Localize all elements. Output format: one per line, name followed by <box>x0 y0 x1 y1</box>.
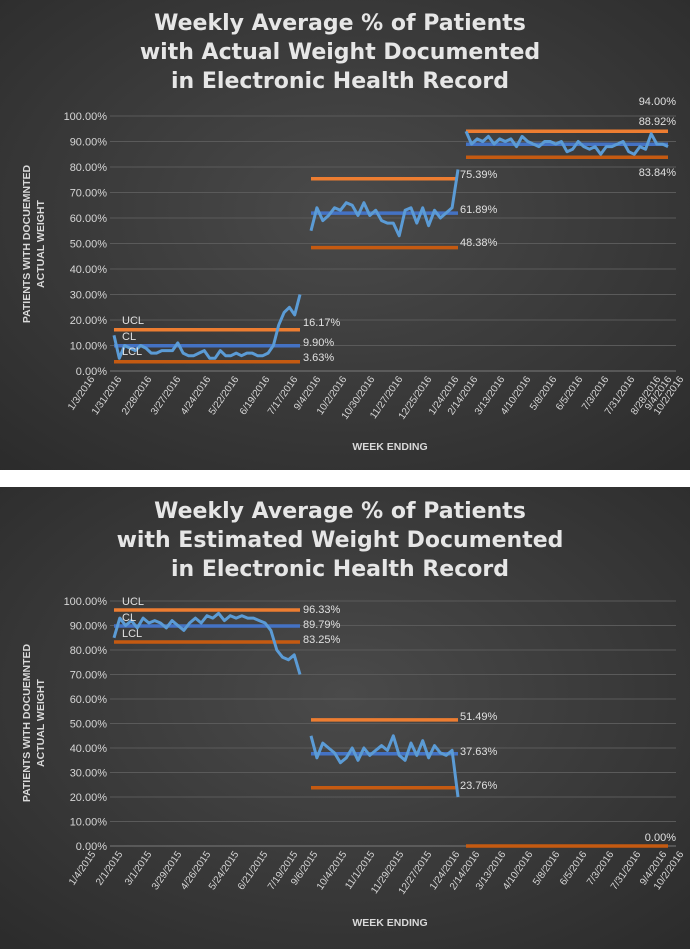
y-tick-label: 100.00% <box>64 596 108 608</box>
ucl-value-label: 96.33% <box>303 604 341 616</box>
chart-title-line: in Electronic Health Record <box>171 69 509 94</box>
lcl-value-label: 3.63% <box>303 352 334 364</box>
y-tick-label: 40.00% <box>70 264 108 276</box>
y-tick-label: 10.00% <box>70 817 108 829</box>
y-tick-label: 20.00% <box>70 315 108 327</box>
actual-weight-chart-panel: Weekly Average % of Patients with Actual … <box>0 0 690 470</box>
y-axis-label: PATIENTS WITH DOCUEMNTED <box>21 643 33 802</box>
chart-title-line: Weekly Average % of Patients <box>154 499 526 524</box>
chart-background <box>0 487 690 949</box>
limit-label: UCL <box>122 315 144 327</box>
cl-value-label: 9.90% <box>303 337 334 349</box>
chart-title-line: Weekly Average % of Patients <box>154 11 526 36</box>
y-tick-label: 0.00% <box>76 366 107 378</box>
y-tick-label: 40.00% <box>70 743 108 755</box>
limit-label: UCL <box>122 596 144 608</box>
cl-value-label: 88.92% <box>639 116 677 128</box>
data-series-line <box>464 130 669 156</box>
lcl-value-label: 83.84% <box>639 167 677 179</box>
y-tick-label: 20.00% <box>70 792 108 804</box>
y-tick-label: 30.00% <box>70 290 108 302</box>
y-tick-label: 30.00% <box>70 768 108 780</box>
chart-title-line: with Actual Weight Documented <box>140 40 540 65</box>
data-series-line <box>309 169 460 238</box>
y-tick-label: 60.00% <box>70 694 108 706</box>
y-tick-label: 10.00% <box>70 341 108 353</box>
lcl-value-label: 0.00% <box>645 832 676 844</box>
y-axis-label: ACTUAL WEIGHT <box>35 678 47 766</box>
y-tick-label: 90.00% <box>70 621 108 633</box>
limit-label: LCL <box>122 628 142 640</box>
cl-value-label: 37.63% <box>460 746 498 758</box>
y-axis-label: ACTUAL WEIGHT <box>35 199 47 287</box>
ucl-value-label: 94.00% <box>639 96 677 108</box>
ucl-value-label: 51.49% <box>460 711 498 723</box>
y-axis-label: PATIENTS WITH DOCUEMNTED <box>21 164 33 323</box>
lcl-value-label: 48.38% <box>460 237 498 249</box>
chart-title-line: in Electronic Health Record <box>171 557 509 582</box>
limit-label: CL <box>122 612 136 624</box>
y-tick-label: 80.00% <box>70 162 108 174</box>
estimated-weight-chart: Weekly Average % of Patients with Estimat… <box>0 487 690 949</box>
y-tick-label: 60.00% <box>70 213 108 225</box>
x-axis-label: WEEK ENDING <box>352 441 427 453</box>
x-axis-label: WEEK ENDING <box>352 917 427 929</box>
y-tick-label: 100.00% <box>64 111 108 123</box>
ucl-value-label: 16.17% <box>303 317 341 329</box>
data-series-line <box>112 611 302 675</box>
chart-title-line: with Estimated Weight Documented <box>117 528 564 553</box>
data-series-line <box>309 734 460 798</box>
y-tick-label: 80.00% <box>70 645 108 657</box>
limit-label: CL <box>122 331 136 343</box>
ucl-value-label: 75.39% <box>460 169 498 181</box>
lcl-value-label: 83.25% <box>303 634 341 646</box>
limit-label: LCL <box>122 346 142 358</box>
y-tick-label: 50.00% <box>70 719 108 731</box>
y-tick-label: 50.00% <box>70 239 108 251</box>
y-tick-label: 70.00% <box>70 188 108 200</box>
y-tick-label: 90.00% <box>70 137 108 149</box>
cl-value-label: 61.89% <box>460 204 498 216</box>
chart-background <box>0 0 690 470</box>
lcl-value-label: 23.76% <box>460 780 498 792</box>
y-tick-label: 0.00% <box>76 841 107 853</box>
y-tick-label: 70.00% <box>70 670 108 682</box>
data-series-line <box>112 294 302 360</box>
cl-value-label: 89.79% <box>303 619 341 631</box>
actual-weight-chart: Weekly Average % of Patients with Actual … <box>0 0 690 470</box>
estimated-weight-chart-panel: Weekly Average % of Patients with Estimat… <box>0 487 690 949</box>
